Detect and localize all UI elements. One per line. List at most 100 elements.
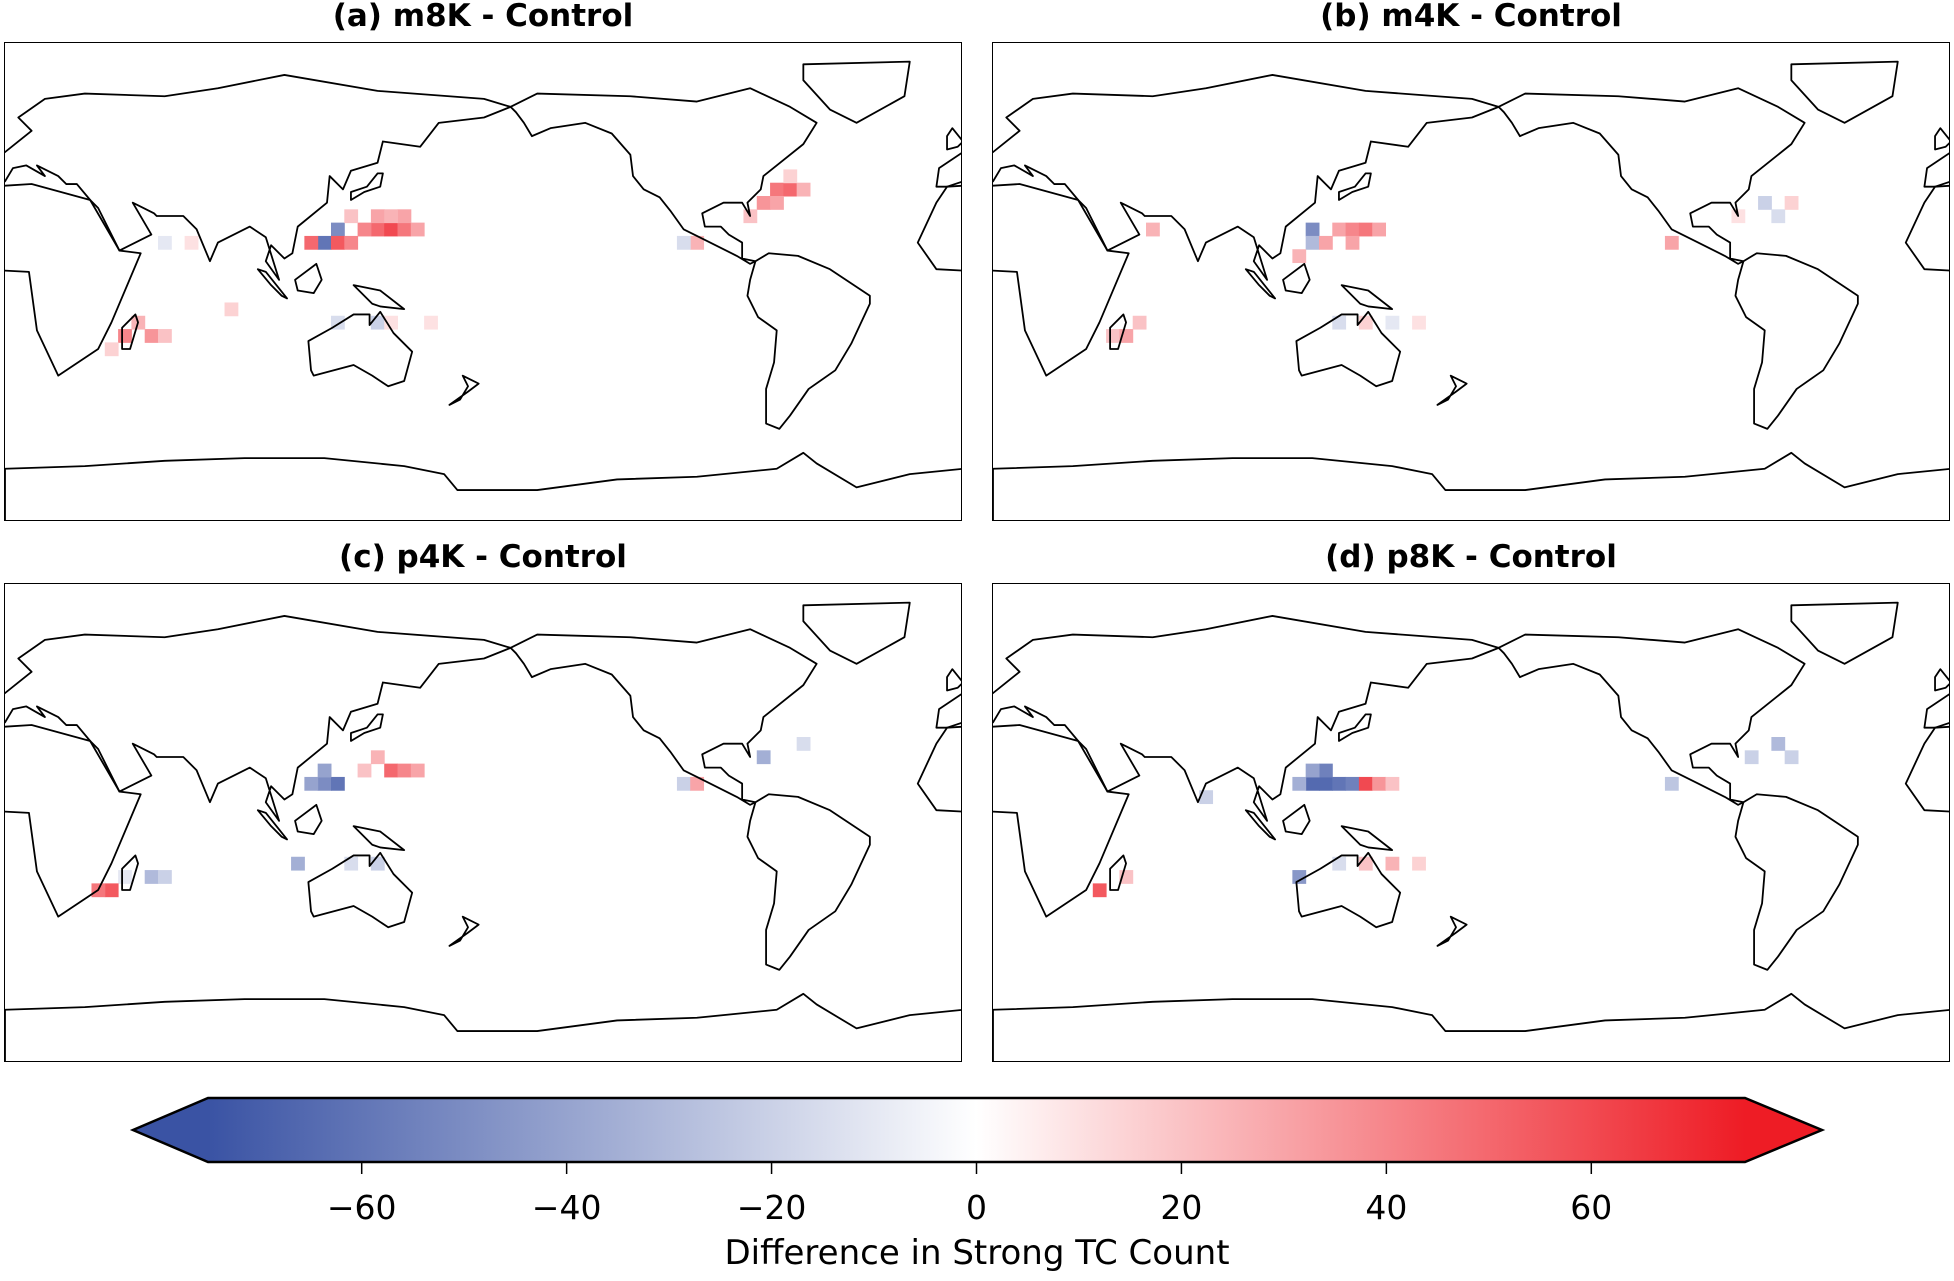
heatmap-cell: [397, 763, 412, 778]
heatmap-cell: [317, 776, 332, 791]
heatmap-cell: [690, 776, 705, 791]
coastline-newzealand: [1436, 915, 1468, 947]
heatmap-cell: [1292, 776, 1307, 791]
heatmap-cell: [370, 856, 385, 871]
heatmap-cell: [158, 870, 172, 884]
heatmap-cell: [1412, 856, 1426, 871]
panel-b-title: (b) m4K - Control: [1320, 0, 1622, 34]
map-panel-b: [992, 42, 1950, 521]
heatmap-cell: [330, 222, 345, 237]
coastline-africa: [916, 184, 961, 272]
coastline-africa: [993, 183, 1130, 377]
heatmap-cell: [410, 222, 425, 237]
coastline-japan: [350, 172, 384, 201]
coastline-sumatra: [256, 809, 288, 841]
map-svg: [993, 60, 1949, 520]
heatmap-cell: [1372, 776, 1387, 791]
heatmap-cell: [370, 222, 385, 237]
heatmap-cell: [796, 182, 811, 197]
heatmap-cell: [1332, 315, 1347, 330]
panel-d-title: (d) p8K - Control: [1325, 539, 1617, 575]
coastline-sumatra: [1244, 268, 1276, 300]
heatmap-cell: [1132, 315, 1147, 330]
colorbar-gradient: [208, 1098, 1745, 1162]
heatmap-cell: [370, 750, 385, 765]
coastline-borneo: [1282, 262, 1311, 295]
heatmap-cell: [1318, 763, 1333, 778]
coastline-australia: [307, 851, 414, 929]
heatmap-cell: [1199, 790, 1214, 805]
heatmap-cell: [184, 235, 199, 250]
heatmap-cell: [796, 737, 811, 751]
coastline-eurasia: [1923, 693, 1949, 729]
coastline-newzealand: [448, 374, 480, 406]
heatmap-cell: [1771, 737, 1786, 751]
heatmap-cell: [1305, 235, 1320, 250]
coastline-newguinea: [1340, 284, 1394, 311]
heatmap-cell: [144, 870, 159, 884]
coastline-namerica: [509, 628, 818, 806]
coastline-africa: [1904, 184, 1949, 272]
coastline-greenland: [802, 601, 911, 665]
heatmap-cell: [424, 315, 438, 330]
colorbar-extend-low: [133, 1098, 208, 1162]
coastline-eurasia: [993, 615, 1500, 822]
coastline-newzealand: [1436, 374, 1468, 406]
heatmap-cell: [783, 182, 798, 197]
panel-c-title: (c) p4K - Control: [339, 539, 627, 575]
heatmap-cell: [1385, 315, 1400, 330]
heatmap-cell: [304, 235, 319, 250]
coastline-antarctica: [5, 992, 961, 1061]
heatmap-cell: [330, 776, 345, 791]
colorbar-tick-label: −20: [737, 1188, 807, 1227]
coastline-greenland: [1790, 60, 1899, 124]
coastline-eurasia: [935, 693, 961, 729]
heatmap-cell: [1292, 249, 1307, 264]
coastline-newguinea: [352, 284, 406, 311]
map-panel-c: [4, 583, 962, 1062]
heatmap-cell: [291, 856, 305, 871]
heatmap-cell: [1385, 776, 1400, 791]
colorbar-tick-label: 60: [1570, 1188, 1612, 1227]
heatmap-cell: [1106, 329, 1120, 343]
heatmap-cell: [1305, 763, 1320, 778]
heatmap-cell: [304, 776, 319, 791]
colorbar-tick-label: 20: [1160, 1188, 1202, 1227]
heatmap-cell: [1318, 235, 1333, 250]
heatmap-cell: [158, 329, 172, 343]
heatmap-cell: [1318, 776, 1333, 791]
coastline-madagascar: [1109, 313, 1127, 350]
coastline-borneo: [1282, 803, 1311, 836]
coastline-madagascar: [1109, 854, 1127, 891]
coastline-japan: [350, 713, 384, 742]
coastline-eurasia: [5, 74, 512, 281]
heatmap-cell: [397, 222, 412, 237]
heatmap-cell: [1771, 209, 1786, 224]
coastline-namerica: [1497, 628, 1806, 806]
heatmap-cell: [317, 235, 332, 250]
heatmap-cell: [770, 196, 784, 210]
coastline-uk: [1934, 127, 1949, 151]
coastline-eurasia: [935, 152, 961, 188]
heatmap-cell: [1358, 222, 1373, 237]
map-svg: [5, 601, 961, 1061]
heatmap-cell: [344, 209, 359, 224]
heatmap-cell: [330, 235, 345, 250]
heatmap-cell: [317, 763, 332, 778]
coastline-antarctica: [993, 992, 1949, 1061]
heatmap-cell: [1292, 870, 1307, 884]
coastline-newguinea: [352, 825, 406, 852]
coastline-antarctica: [5, 451, 961, 520]
coastline-eurasia: [5, 615, 512, 822]
heatmap-cell: [1784, 196, 1799, 210]
heatmap-cell: [384, 315, 399, 330]
coastline-borneo: [294, 262, 323, 295]
coastline-samerica: [1734, 252, 1859, 430]
colorbar-tick-label: 0: [966, 1188, 987, 1227]
map-panel-a: [4, 42, 962, 521]
heatmap-cell: [410, 763, 425, 778]
heatmap-cell: [384, 209, 399, 224]
heatmap-cell: [118, 870, 132, 884]
coastline-samerica: [746, 793, 871, 971]
heatmap-cell: [1332, 222, 1347, 237]
